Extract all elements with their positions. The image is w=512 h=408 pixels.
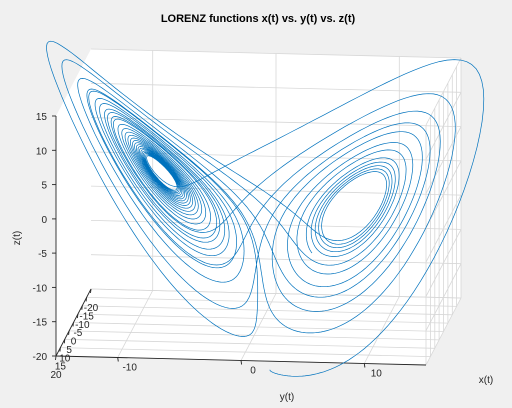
y-tick-mark [90, 288, 92, 294]
y-tick-mark [55, 355, 57, 361]
grid-line-floor-y [64, 338, 435, 349]
grid-line-side-z [425, 297, 462, 366]
y-tick-label: -20 [84, 303, 99, 314]
y-tick-label: 20 [50, 370, 62, 381]
grid-line-floor-y [73, 322, 444, 332]
x-tick-label: 10 [371, 369, 383, 380]
y-tick-label: 15 [55, 362, 67, 373]
grid-lines [55, 48, 462, 366]
x-tick-label: -10 [122, 363, 137, 374]
z-tick-label: -15 [33, 318, 48, 329]
y-tick-label: -15 [79, 311, 94, 322]
grid-line-floor-y [77, 313, 448, 324]
y-axis-label: y(t) [280, 392, 294, 403]
y-tick-mark [59, 347, 61, 352]
chart-title: LORENZ functions x(t) vs. y(t) vs. z(t) [161, 13, 356, 25]
grid-line-back-z [90, 288, 462, 299]
y-tick-label: 10 [59, 353, 71, 364]
z-tick-label: 15 [36, 112, 48, 123]
grid-line-floor-y [69, 330, 440, 341]
grid-line-floor-y [86, 297, 457, 307]
grid-line-back-z [90, 48, 462, 59]
x-tick-label: 0 [250, 366, 256, 377]
lorenz-trajectory [46, 40, 485, 377]
grid-line-back-z [90, 82, 462, 93]
trajectory-group [46, 40, 485, 377]
y-tick-label: -10 [75, 320, 90, 331]
plot-area [56, 49, 461, 365]
tick-marks [52, 115, 366, 368]
z-tick-label: -20 [33, 352, 48, 363]
grid-line-back-z [90, 117, 462, 127]
grid-line-floor-y [82, 305, 453, 316]
y-tick-label: 0 [71, 337, 77, 348]
z-tick-label: -5 [38, 249, 47, 260]
y-tick-mark [72, 322, 74, 327]
x-tick-mark [363, 363, 366, 368]
tick-labels: -10 0 1020151050-5-10-15-20151050-5-10-15-… [33, 112, 383, 381]
y-tick-mark [63, 339, 66, 344]
x-tick-mark [117, 357, 119, 362]
grid-line-back-z [90, 185, 462, 196]
y-tick-mark [81, 305, 83, 310]
y-tick-label: -5 [73, 328, 82, 339]
z-tick-label: 5 [41, 181, 47, 192]
y-tick-mark [68, 330, 70, 335]
z-tick-label: -10 [33, 283, 48, 294]
z-tick-label: 0 [41, 215, 47, 226]
x-tick-mark [240, 360, 243, 365]
y-tick-label: 5 [66, 345, 72, 356]
grid-line-back-z [90, 220, 462, 230]
grid-line-floor-y [60, 347, 431, 357]
x-axis-label: x(t) [479, 375, 493, 386]
z-axis-label: z(t) [12, 231, 23, 245]
y-tick-mark [85, 297, 88, 302]
z-tick-label: 10 [36, 146, 48, 157]
y-tick-mark [76, 314, 79, 319]
